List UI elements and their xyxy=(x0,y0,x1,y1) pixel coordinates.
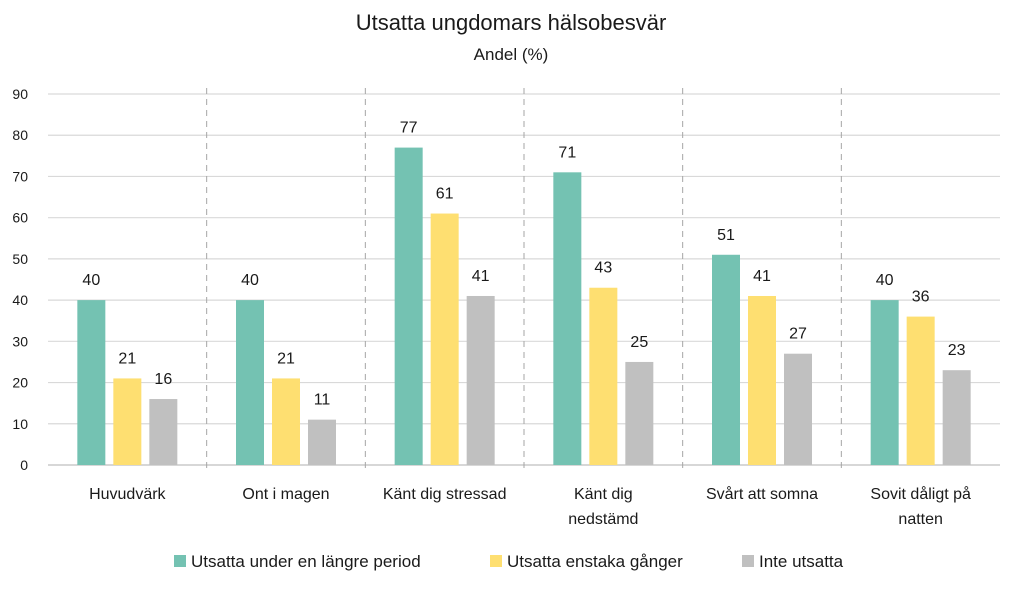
y-tick-label: 80 xyxy=(12,127,28,143)
x-category-label: Svårt att somna xyxy=(706,485,818,503)
data-label: 36 xyxy=(912,289,930,306)
y-tick-label: 90 xyxy=(12,86,28,102)
bar xyxy=(236,300,264,465)
data-label: 21 xyxy=(118,350,136,367)
bar xyxy=(272,378,300,465)
y-tick-label: 40 xyxy=(12,292,28,308)
bar xyxy=(712,254,740,465)
data-label: 23 xyxy=(948,342,966,359)
x-category-label: Huvudvärk xyxy=(89,486,166,503)
data-label: 40 xyxy=(82,272,100,289)
data-label: 41 xyxy=(472,268,490,285)
y-tick-label: 10 xyxy=(12,416,28,432)
data-label: 71 xyxy=(558,144,576,161)
bar xyxy=(870,300,899,465)
bar xyxy=(784,353,812,465)
bar xyxy=(308,419,336,465)
x-category-label: natten xyxy=(898,511,942,528)
bar xyxy=(77,300,106,465)
data-label: 25 xyxy=(630,334,648,351)
bar xyxy=(748,295,776,465)
legend-swatch xyxy=(490,555,502,567)
x-axis-categories: Huvudvärk Ont i magen Känt dig stressad Kän… xyxy=(89,485,971,528)
legend-label: Inte utsatta xyxy=(759,552,844,571)
y-tick-label: 60 xyxy=(12,210,28,226)
data-label: 11 xyxy=(314,392,331,409)
y-tick-label: 70 xyxy=(12,168,28,184)
chart-subtitle: Andel (%) xyxy=(474,45,549,64)
y-tick-label: 0 xyxy=(20,457,28,473)
legend-swatch xyxy=(174,555,186,567)
legend-swatch xyxy=(742,555,754,567)
bars xyxy=(77,147,971,466)
data-label: 21 xyxy=(277,350,295,367)
data-label: 41 xyxy=(753,268,771,285)
bar xyxy=(466,295,495,465)
chart-title: Utsatta ungdomars hälsobesvär xyxy=(356,10,667,35)
legend: Utsatta under en längre period Utsatta en… xyxy=(174,552,844,571)
category-separators xyxy=(206,88,842,470)
x-category-label: Känt dig stressad xyxy=(383,486,507,503)
bar xyxy=(394,147,423,466)
data-label: 40 xyxy=(876,272,894,289)
legend-label: Utsatta enstaka gånger xyxy=(507,552,683,571)
bar xyxy=(942,370,971,465)
y-tick-label: 50 xyxy=(12,251,28,267)
data-label: 16 xyxy=(154,371,172,388)
data-label: 61 xyxy=(436,186,454,203)
y-tick-label: 30 xyxy=(12,333,28,349)
data-label: 77 xyxy=(400,120,418,137)
bar xyxy=(553,172,582,466)
x-category-label: Ont i magen xyxy=(242,486,329,503)
data-labels: 40 21 16 40 21 11 77 61 41 71 43 25 51 41 27 40 36 23 xyxy=(82,120,965,409)
bar xyxy=(430,213,459,465)
x-category-label: Känt dig xyxy=(574,486,633,503)
y-axis-ticks: 0 10 20 30 40 50 60 70 80 90 xyxy=(12,86,28,473)
bar xyxy=(906,316,935,465)
data-label: 40 xyxy=(241,272,259,289)
legend-label: Utsatta under en längre period xyxy=(191,552,421,571)
data-label: 51 xyxy=(717,227,735,244)
data-label: 43 xyxy=(594,260,612,277)
bar xyxy=(589,287,618,465)
x-category-label: nedstämd xyxy=(568,511,638,528)
y-tick-label: 20 xyxy=(12,375,28,391)
bar xyxy=(113,378,142,465)
data-label: 27 xyxy=(789,326,807,343)
bar xyxy=(625,361,654,465)
x-category-label: Sovit dåligt på xyxy=(870,485,971,503)
bar xyxy=(149,399,178,465)
